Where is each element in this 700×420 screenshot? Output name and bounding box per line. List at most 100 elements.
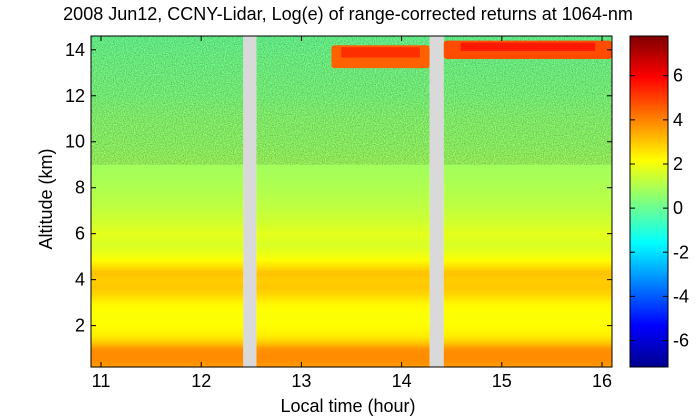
altitude-band — [91, 171, 244, 175]
x-tick-label: 14 — [392, 371, 412, 391]
altitude-band — [256, 327, 430, 331]
altitude-band — [256, 300, 430, 304]
altitude-band — [256, 201, 430, 205]
altitude-band — [91, 355, 244, 359]
altitude-band — [256, 235, 430, 239]
altitude-band — [443, 334, 612, 338]
altitude-band — [256, 196, 430, 200]
altitude-band — [91, 344, 244, 347]
altitude-band — [256, 284, 430, 288]
altitude-band — [91, 346, 244, 350]
altitude-band — [256, 256, 430, 260]
altitude-band — [91, 201, 244, 205]
noise-texture — [91, 36, 244, 165]
x-tick-label: 13 — [291, 371, 311, 391]
altitude-band — [256, 173, 430, 177]
altitude-band — [91, 275, 244, 278]
x-tick-label: 15 — [492, 371, 512, 391]
altitude-band — [91, 226, 244, 230]
altitude-band — [256, 263, 430, 267]
altitude-band — [256, 355, 430, 359]
altitude-band — [91, 339, 244, 343]
altitude-band — [256, 265, 430, 269]
altitude-band — [443, 337, 612, 341]
plot-area — [90, 35, 613, 368]
colorbar: -6 -4 -2 0 2 4 6 — [629, 35, 689, 368]
altitude-band — [443, 357, 612, 361]
altitude-band — [256, 249, 430, 253]
altitude-band — [443, 199, 612, 203]
altitude-band — [443, 321, 612, 324]
altitude-band — [443, 295, 612, 299]
altitude-band — [256, 217, 430, 221]
altitude-band — [443, 217, 612, 221]
altitude-band — [256, 252, 430, 255]
altitude-band — [443, 284, 612, 288]
y-tick-label: 14 — [65, 40, 85, 60]
altitude-band — [91, 233, 244, 237]
altitude-band — [91, 288, 244, 292]
altitude-band — [443, 247, 612, 251]
altitude-band — [91, 245, 244, 249]
altitude-band — [256, 325, 430, 329]
altitude-band — [443, 194, 612, 198]
altitude-band — [256, 178, 430, 182]
altitude-band — [443, 252, 612, 255]
altitude-band — [443, 261, 612, 265]
lidar-segment — [256, 36, 430, 368]
altitude-band — [256, 298, 430, 301]
altitude-band — [91, 327, 244, 331]
altitude-band — [443, 187, 612, 191]
altitude-band — [443, 240, 612, 244]
altitude-band — [91, 258, 244, 262]
altitude-band — [91, 284, 244, 288]
altitude-band — [443, 183, 612, 187]
altitude-band — [256, 194, 430, 198]
altitude-band — [443, 210, 612, 214]
altitude-band — [256, 350, 430, 354]
altitude-band — [91, 291, 244, 295]
altitude-band — [256, 199, 430, 203]
altitude-band — [256, 314, 430, 318]
chart-title: 2008 Jun12, CCNY-Lidar, Log(e) of range-… — [63, 4, 633, 24]
altitude-band — [256, 268, 430, 272]
altitude-band — [91, 279, 244, 283]
altitude-band — [256, 210, 430, 214]
altitude-band — [91, 321, 244, 324]
altitude-band — [91, 295, 244, 299]
y-tick-label: 12 — [65, 86, 85, 106]
altitude-band — [443, 323, 612, 327]
altitude-band — [256, 321, 430, 324]
altitude-band — [256, 353, 430, 357]
altitude-band — [91, 341, 244, 345]
altitude-band — [256, 348, 430, 352]
altitude-band — [91, 300, 244, 304]
altitude-band — [256, 169, 430, 173]
altitude-band — [256, 277, 430, 281]
altitude-band — [256, 215, 430, 219]
altitude-band — [91, 270, 244, 274]
altitude-band — [91, 353, 244, 357]
altitude-band — [256, 332, 430, 336]
altitude-band — [256, 258, 430, 262]
altitude-band — [443, 231, 612, 235]
altitude-band — [443, 249, 612, 253]
altitude-band — [91, 316, 244, 320]
altitude-band — [91, 302, 244, 306]
altitude-band — [256, 171, 430, 175]
altitude-band — [443, 302, 612, 306]
altitude-band — [443, 212, 612, 216]
altitude-band — [443, 286, 612, 290]
altitude-band — [91, 167, 244, 170]
altitude-band — [91, 192, 244, 196]
x-axis-label: Local time (hour) — [280, 396, 415, 416]
altitude-band — [443, 263, 612, 267]
altitude-band — [443, 258, 612, 262]
y-tick-label: 2 — [75, 316, 85, 336]
altitude-band — [91, 212, 244, 216]
altitude-band — [256, 242, 430, 246]
altitude-band — [256, 316, 430, 320]
altitude-band — [256, 281, 430, 285]
altitude-band — [256, 279, 430, 283]
altitude-band — [443, 185, 612, 189]
